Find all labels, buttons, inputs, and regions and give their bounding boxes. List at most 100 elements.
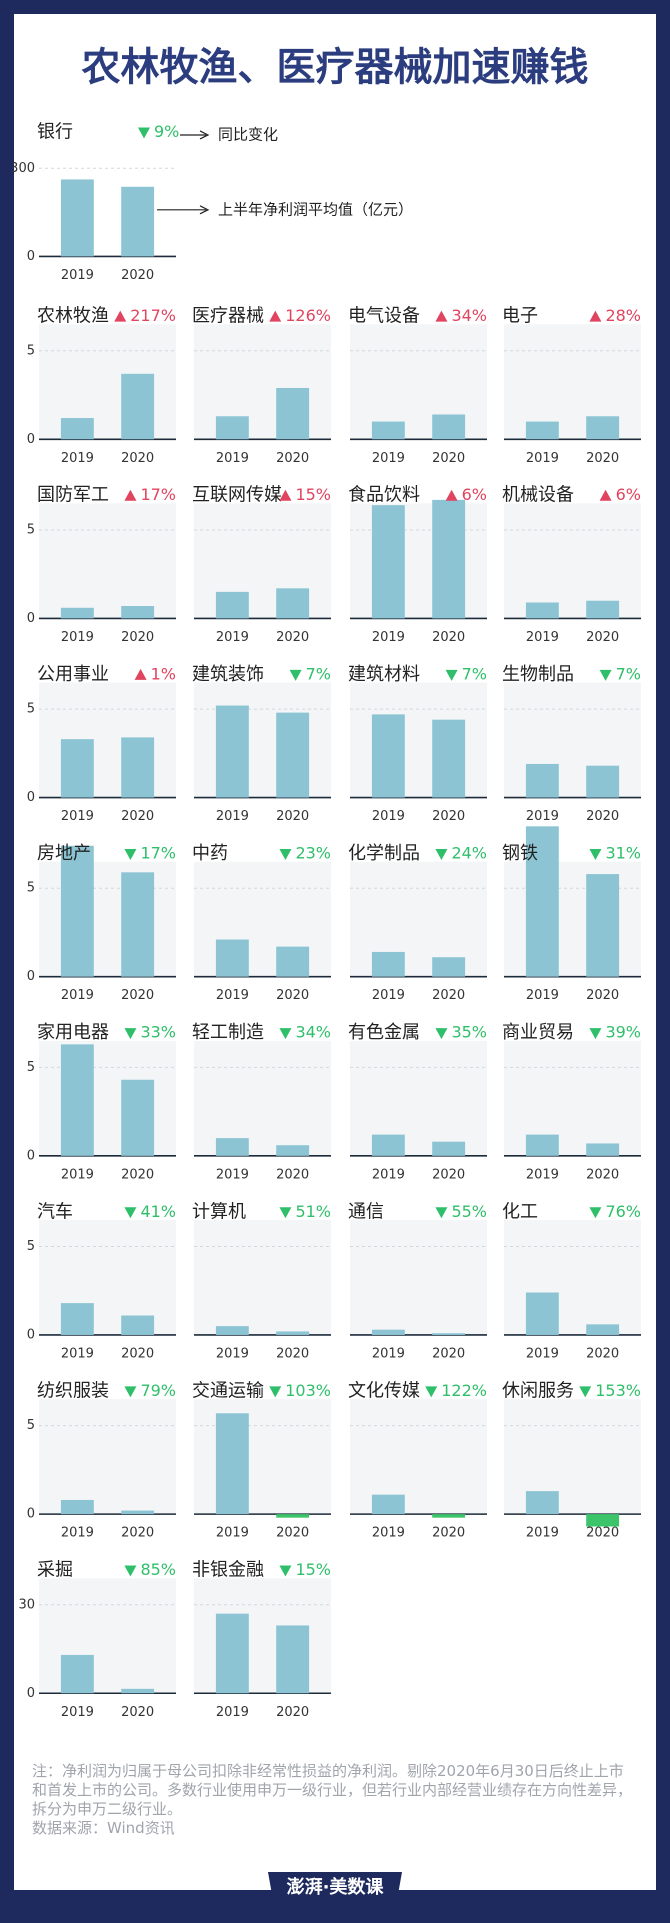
- change-triangle: [279, 1028, 292, 1040]
- change-label: 51%: [295, 1202, 331, 1221]
- plot-area: [350, 1040, 487, 1156]
- bar: [60, 1044, 94, 1156]
- panel-title: 钢铁: [502, 843, 538, 864]
- bar: [586, 1324, 620, 1335]
- change-label: 23%: [295, 843, 331, 862]
- panel-title: 银行: [37, 122, 73, 143]
- change-label: 33%: [140, 1023, 176, 1042]
- y-tick-label: 5: [27, 343, 35, 358]
- bar: [60, 1654, 94, 1694]
- panel-title: 非银金融: [192, 1560, 264, 1581]
- bar: [121, 737, 155, 798]
- change-triangle: [589, 848, 602, 860]
- x-tick-label: 2020: [276, 1346, 309, 1361]
- bar: [525, 826, 559, 977]
- change-triangle: [124, 1565, 137, 1577]
- y-tick-label: 0: [27, 249, 35, 264]
- plot-area: [194, 861, 331, 977]
- x-tick-label: 2020: [432, 451, 465, 466]
- x-tick-label: 2020: [121, 1167, 154, 1182]
- x-tick-label: 2019: [61, 1167, 94, 1182]
- change-triangle: [435, 1207, 448, 1219]
- plot-area: [504, 324, 641, 440]
- x-tick-label: 2019: [61, 1705, 94, 1720]
- bar: [525, 602, 559, 619]
- bar: [215, 416, 249, 440]
- x-tick-label: 2019: [61, 1346, 94, 1361]
- panel-title: 轻工制造: [192, 1022, 264, 1043]
- change-label: 76%: [605, 1202, 641, 1221]
- x-tick-label: 2019: [61, 268, 94, 283]
- plot-area: [350, 503, 487, 619]
- bar: [432, 957, 466, 977]
- change-triangle: [124, 1386, 137, 1398]
- x-tick-label: 2019: [61, 809, 94, 824]
- x-tick-label: 2020: [121, 1346, 154, 1361]
- change-triangle: [124, 489, 137, 501]
- x-tick-label: 2019: [372, 1167, 405, 1182]
- footnote: 注：净利润为归属于母公司扣除非经常性损益的净利润。剔除2020年6月30日后终止…: [32, 1762, 638, 1838]
- bar: [276, 1331, 310, 1335]
- plot-area: [504, 861, 641, 977]
- bar: [215, 1613, 249, 1694]
- plot-area: [350, 682, 487, 798]
- chart-title: 农林牧渔、医疗器械加速赚钱: [81, 46, 588, 91]
- x-tick-label: 2020: [121, 630, 154, 645]
- change-triangle: [279, 1565, 292, 1577]
- change-label: 41%: [140, 1202, 176, 1221]
- bar: [60, 418, 94, 440]
- y-tick-label: 0: [27, 1507, 35, 1522]
- y-tick-label: 0: [27, 1148, 35, 1163]
- plot-area: [350, 861, 487, 977]
- bar: [121, 872, 155, 977]
- change-triangle: [589, 1028, 602, 1040]
- y-tick-label: 0: [27, 1327, 35, 1342]
- panel-title: 纺织服装: [37, 1380, 109, 1401]
- logo-tab: [268, 1872, 402, 1906]
- panel-title: 食品饮料: [348, 485, 420, 506]
- panel-title: 公用事业: [37, 664, 109, 685]
- plot-area: [350, 1219, 487, 1335]
- x-tick-label: 2020: [432, 1526, 465, 1541]
- x-tick-label: 2020: [432, 630, 465, 645]
- panel-title: 房地产: [37, 843, 91, 864]
- change-triangle: [269, 1386, 282, 1398]
- x-tick-label: 2020: [276, 809, 309, 824]
- x-tick-label: 2019: [526, 809, 559, 824]
- change-label: 7%: [462, 664, 487, 683]
- annotation: 上半年净利润平均值（亿元）: [218, 200, 413, 218]
- plot-area: [39, 1219, 176, 1335]
- change-label: 24%: [451, 843, 487, 862]
- bar: [121, 1079, 155, 1156]
- panel-title: 中药: [192, 843, 228, 864]
- bar: [60, 739, 94, 798]
- x-tick-label: 2020: [432, 1346, 465, 1361]
- bar: [371, 1134, 405, 1156]
- panel-title: 化工: [502, 1201, 538, 1222]
- change-label: 1%: [151, 664, 176, 683]
- panel-title: 生物制品: [502, 664, 574, 685]
- panel-title: 国防军工: [37, 485, 109, 506]
- bar: [276, 588, 310, 619]
- panel-title: 建筑装饰: [192, 664, 264, 685]
- x-tick-label: 2019: [216, 809, 249, 824]
- x-tick-label: 2019: [526, 451, 559, 466]
- change-label: 35%: [451, 1023, 487, 1042]
- x-tick-label: 2019: [61, 630, 94, 645]
- change-label: 217%: [130, 306, 176, 325]
- y-tick-label: 0: [27, 432, 35, 447]
- change-triangle: [289, 669, 302, 681]
- x-tick-label: 2020: [276, 630, 309, 645]
- bar: [121, 373, 155, 440]
- plot-area: [504, 503, 641, 619]
- change-triangle: [599, 669, 612, 681]
- x-tick-label: 2020: [586, 1346, 619, 1361]
- plot-area: [39, 1399, 176, 1515]
- x-tick-label: 2019: [216, 988, 249, 1003]
- bar: [432, 414, 466, 440]
- x-tick-label: 2020: [276, 1167, 309, 1182]
- change-label: 31%: [605, 843, 641, 862]
- x-tick-label: 2020: [586, 1167, 619, 1182]
- bar: [371, 505, 405, 619]
